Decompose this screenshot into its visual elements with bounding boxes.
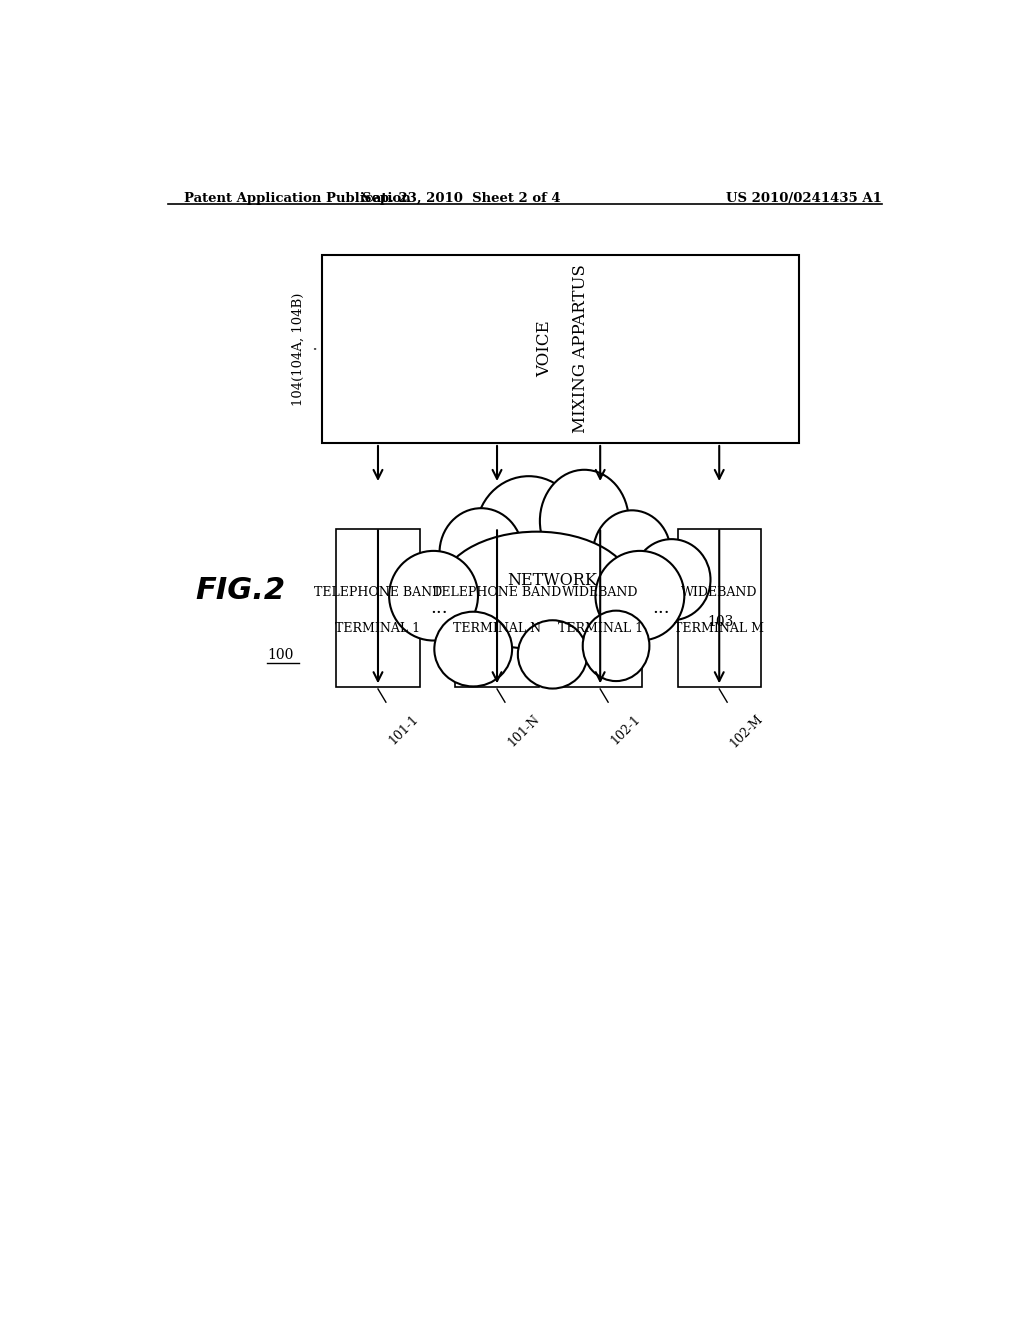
Ellipse shape	[583, 611, 649, 681]
Text: NETWORK: NETWORK	[508, 572, 598, 589]
Text: 102-M: 102-M	[727, 713, 765, 751]
Text: 101-1: 101-1	[386, 713, 421, 747]
Ellipse shape	[593, 511, 671, 595]
Ellipse shape	[633, 539, 711, 620]
Ellipse shape	[518, 620, 588, 689]
Text: MIXING APPARTUS: MIXING APPARTUS	[571, 264, 589, 433]
Text: 101-N: 101-N	[505, 713, 542, 750]
Ellipse shape	[439, 532, 634, 649]
Text: TELEPHONE BAND: TELEPHONE BAND	[314, 586, 442, 599]
Text: WIDEBAND: WIDEBAND	[562, 586, 638, 599]
Text: TERMINAL 1: TERMINAL 1	[558, 622, 643, 635]
Text: TERMINAL M: TERMINAL M	[674, 622, 764, 635]
Ellipse shape	[434, 611, 512, 686]
Text: ...: ...	[430, 599, 447, 618]
Bar	[336, 529, 420, 686]
Bar	[323, 255, 799, 444]
Text: US 2010/0241435 A1: US 2010/0241435 A1	[726, 191, 882, 205]
Text: ...: ...	[652, 599, 670, 618]
Ellipse shape	[540, 470, 629, 573]
Text: 102-1: 102-1	[608, 713, 643, 747]
Text: VOICE: VOICE	[537, 321, 553, 378]
Text: TERMINAL N: TERMINAL N	[453, 622, 541, 635]
Text: FIG.2: FIG.2	[196, 576, 286, 605]
Text: Patent Application Publication: Patent Application Publication	[183, 191, 411, 205]
Bar	[456, 529, 539, 686]
Ellipse shape	[439, 508, 523, 598]
Text: Sep. 23, 2010  Sheet 2 of 4: Sep. 23, 2010 Sheet 2 of 4	[362, 191, 560, 205]
Text: 104(104A, 104B): 104(104A, 104B)	[292, 292, 305, 405]
Bar	[678, 529, 761, 686]
Text: 100: 100	[267, 648, 293, 661]
Text: WIDEBAND: WIDEBAND	[681, 586, 758, 599]
Ellipse shape	[476, 477, 582, 587]
Ellipse shape	[389, 550, 478, 640]
Text: 103: 103	[708, 615, 734, 630]
Text: TERMINAL 1: TERMINAL 1	[336, 622, 421, 635]
Ellipse shape	[595, 550, 684, 640]
Text: TELEPHONE BAND: TELEPHONE BAND	[433, 586, 561, 599]
Bar	[558, 529, 642, 686]
